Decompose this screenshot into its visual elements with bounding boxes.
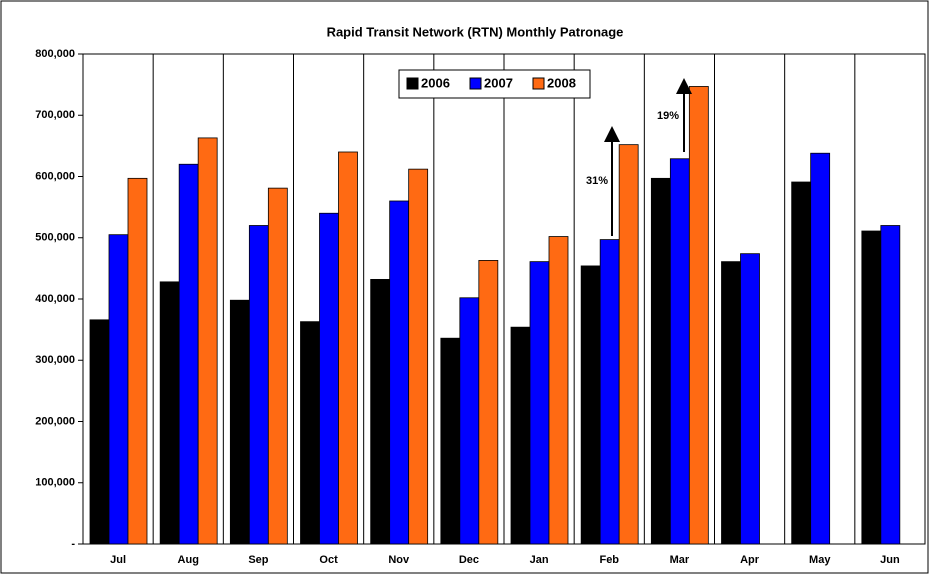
legend-label: 2007 [484,75,513,90]
x-tick-label: Apr [740,554,760,566]
legend-label: 2006 [421,75,450,90]
bar [159,281,180,545]
bar [599,239,620,545]
bar [229,299,250,545]
y-tick-label: 700,000 [35,109,75,121]
y-tick-label: 400,000 [35,293,75,305]
y-tick-label: - [71,538,75,550]
legend-box [398,69,591,99]
bar [791,181,812,545]
bar [810,152,831,545]
bar [721,261,741,545]
bar [459,297,480,545]
bar [408,168,429,545]
x-tick-label: May [809,554,831,566]
bar [688,86,709,545]
bar [319,212,339,545]
bar [178,163,199,545]
bar [650,177,671,545]
x-tick-label: Jan [530,554,549,566]
chart-title: Rapid Transit Network (RTN) Monthly Patr… [327,24,624,39]
legend-swatch [406,77,419,90]
annotation: 19% [657,110,679,122]
x-tick-label: Oct [319,554,338,566]
bar [108,234,129,545]
bar [267,187,288,545]
y-tick-label: 500,000 [35,232,75,244]
x-tick-label: Nov [388,554,410,566]
legend-swatch [469,77,482,90]
x-tick-label: Feb [599,554,619,566]
bar [389,200,410,545]
y-tick-label: 600,000 [35,170,75,182]
y-tick-label: 100,000 [35,477,75,489]
bar [370,278,391,545]
x-tick-label: Dec [459,554,479,566]
bar [197,137,218,545]
bar [548,236,569,545]
bar [510,326,531,545]
bar [880,225,901,545]
bar [861,230,882,545]
bar [740,253,760,545]
bar [248,225,269,545]
bar [529,261,550,545]
x-tick-label: Sep [248,554,268,566]
y-tick-label: 800,000 [35,48,75,60]
legend-swatch [532,77,545,90]
x-tick-label: Jun [880,554,900,566]
bar [580,265,601,545]
bar [618,144,639,545]
bar [669,158,690,545]
bar [440,337,461,545]
bar [478,260,499,545]
bar [89,319,110,545]
y-tick-label: 200,000 [35,415,75,427]
bar [338,151,358,545]
bar [300,321,320,545]
x-tick-label: Jul [110,554,126,566]
x-tick-label: Aug [178,554,199,566]
annotation: 31% [586,175,608,187]
x-tick-label: Mar [670,554,690,566]
y-tick-label: 300,000 [35,354,75,366]
legend-label: 2008 [547,75,576,90]
bar [127,177,148,545]
